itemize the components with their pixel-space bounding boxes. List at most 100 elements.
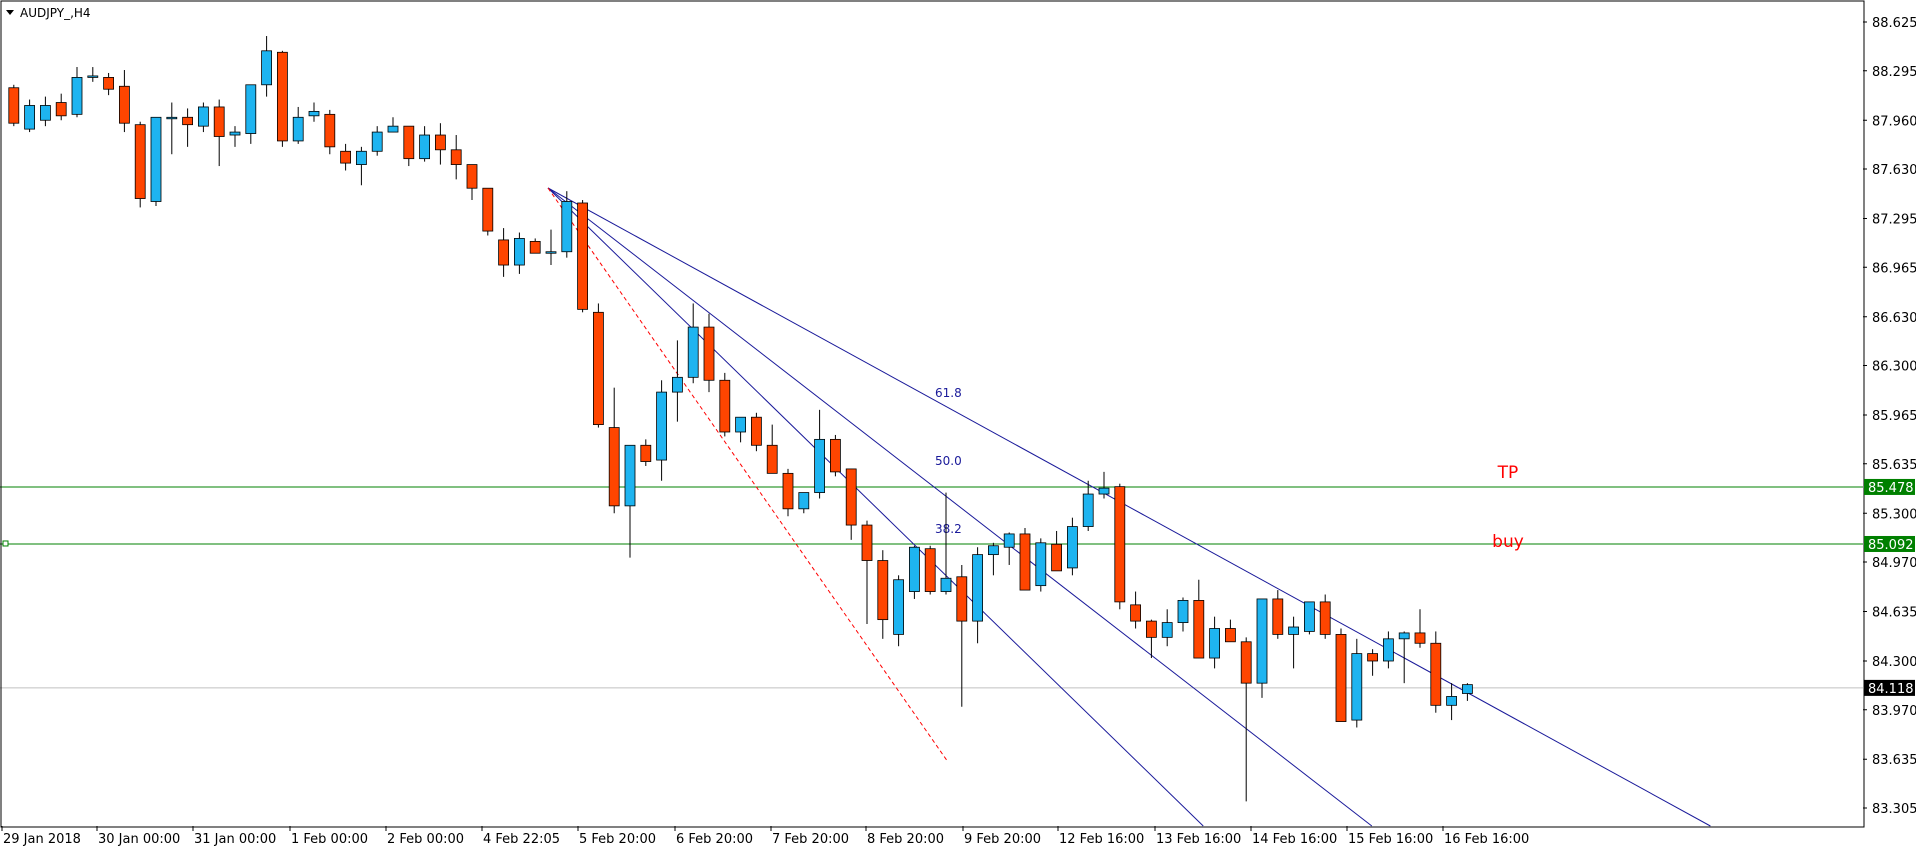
bearish-candle	[466, 164, 478, 201]
bullish-candle	[419, 126, 431, 162]
candle-body	[229, 131, 241, 136]
price-tick-label: 88.625	[1872, 16, 1916, 31]
candle-body	[1209, 628, 1220, 659]
price-tick-label: 85.300	[1872, 507, 1916, 522]
candle-body	[1288, 626, 1299, 635]
bearish-candle	[1051, 530, 1062, 572]
current-price-tag: 84.118	[1868, 682, 1914, 697]
bullish-candle	[1082, 480, 1094, 531]
bullish-candle	[229, 126, 241, 147]
candle-body	[972, 554, 983, 622]
candle-body	[1051, 543, 1062, 572]
candle-body	[434, 134, 446, 151]
bullish-candle	[561, 191, 573, 258]
candle-body	[103, 77, 114, 90]
time-tick-label: 1 Feb 00:00	[291, 832, 368, 847]
candle-body	[1098, 487, 1110, 495]
time-tick-label: 8 Feb 20:00	[867, 832, 944, 847]
bearish-candle	[830, 434, 841, 477]
bullish-candle	[40, 96, 51, 127]
bearish-candle	[782, 468, 794, 517]
time-tick-label: 9 Feb 20:00	[964, 832, 1041, 847]
buy-line-handle[interactable]	[2, 540, 9, 547]
price-tick-label: 88.295	[1872, 65, 1916, 80]
candle-body	[87, 75, 99, 78]
candle-body	[1304, 601, 1315, 632]
fib-fan-label: 50.0	[935, 454, 962, 468]
bullish-candle	[71, 67, 83, 118]
price-tick-label: 83.305	[1872, 802, 1916, 817]
price-tick-label: 87.295	[1872, 213, 1916, 228]
candle-body	[640, 444, 652, 462]
price-tick-label: 87.960	[1872, 114, 1916, 129]
bullish-candle	[1098, 471, 1110, 499]
candle-body	[71, 77, 83, 115]
candle-body	[893, 579, 904, 635]
chart-title-group[interactable]: AUDJPY_,H4	[6, 6, 91, 20]
bearish-candle	[8, 84, 20, 127]
time-axis[interactable]: 29 Jan 2018 30 Jan 00:00 31 Jan 00:00 1 Feb…	[1, 826, 1529, 847]
candle-body	[940, 577, 952, 592]
candle-body	[735, 416, 746, 433]
candle-body	[403, 125, 415, 160]
bearish-candle	[482, 187, 494, 236]
bullish-candle	[972, 547, 983, 644]
candle-body	[1414, 632, 1426, 644]
bullish-candle	[1304, 601, 1315, 635]
bullish-candle	[197, 102, 209, 133]
red-dashed-trendline[interactable]	[547, 187, 949, 763]
candle-body	[956, 576, 968, 622]
bullish-candle	[87, 67, 99, 82]
bearish-candle	[751, 412, 762, 452]
price-axis[interactable]: 88.625 88.295 87.960 87.630 87.295 86.965 86.6…	[1863, 16, 1916, 817]
candle-body	[1193, 600, 1205, 659]
bullish-candle	[893, 575, 904, 647]
bearish-candle	[861, 520, 873, 625]
bullish-candle	[308, 102, 320, 122]
bearish-candle	[1130, 591, 1141, 629]
fib-fan-line-38-2[interactable]	[547, 187, 1204, 827]
candle-body	[292, 116, 304, 142]
fib-fan-line-50-0[interactable]	[547, 187, 1373, 827]
bullish-candle	[1177, 597, 1189, 632]
time-tick-label: 4 Feb 22:05	[483, 832, 560, 847]
candle-body	[1462, 684, 1473, 694]
bearish-candle	[1019, 528, 1031, 591]
candle-body	[703, 326, 715, 381]
candle-body	[766, 444, 778, 474]
candle-body	[498, 239, 510, 266]
bullish-candle	[1446, 683, 1457, 721]
candle-body	[1146, 620, 1157, 638]
bearish-candle	[1225, 619, 1236, 643]
candle-body	[1430, 642, 1442, 706]
chevron-down-icon[interactable]	[6, 10, 14, 15]
bullish-candle	[150, 116, 162, 206]
fib-fan-line-61-8[interactable]	[547, 187, 1711, 827]
bullish-candle	[672, 340, 683, 422]
price-tick-label: 85.965	[1872, 409, 1916, 424]
candle-body	[119, 85, 130, 124]
bullish-candle	[814, 409, 825, 499]
candle-body	[845, 468, 857, 526]
price-tick-label: 84.300	[1872, 655, 1916, 670]
bullish-candle	[798, 492, 810, 514]
candle-body	[561, 201, 573, 253]
price-tick-label: 86.630	[1872, 311, 1916, 326]
bearish-candle	[434, 123, 446, 165]
bullish-candle	[909, 545, 920, 599]
bearish-candle	[1367, 649, 1378, 676]
bearish-candle	[119, 70, 130, 133]
candle-body	[55, 102, 67, 117]
candle-body	[324, 113, 336, 148]
bearish-candle	[593, 303, 604, 428]
candle-body	[40, 105, 51, 121]
candle-body	[909, 546, 920, 592]
time-tick-label: 2 Feb 00:00	[387, 832, 464, 847]
candle-body	[197, 106, 209, 127]
candle-body	[1130, 604, 1141, 622]
candle-body	[1367, 653, 1378, 662]
bullish-candle	[624, 444, 636, 558]
bullish-candle	[514, 232, 525, 274]
